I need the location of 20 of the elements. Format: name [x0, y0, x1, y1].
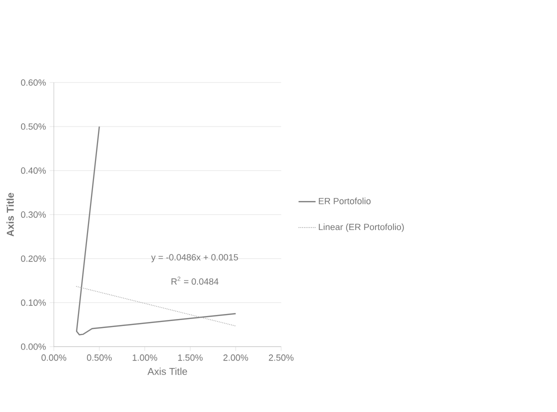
- x-axis-title: Axis Title: [148, 368, 188, 375]
- annotation: R$^{2}$ = 0.0484: [172, 276, 218, 285]
- legend-label: Linear (ER Portofolio): [318, 224, 404, 232]
- y-axis-title: Axis Title: [6, 192, 14, 236]
- y-tick-label: 0.30%: [21, 211, 46, 218]
- y-tick-label: 0.50%: [21, 123, 46, 130]
- y-tick-label: 0.60%: [21, 79, 46, 86]
- y-tick-label: 0.10%: [21, 300, 46, 306]
- x-tick-label: 0.00%: [41, 354, 66, 361]
- x-tick-label: 1.50%: [178, 354, 203, 361]
- x-tick-label: 1.00%: [132, 354, 158, 361]
- line-series: [76, 126, 236, 336]
- y-tick-label: 0.20%: [21, 256, 46, 262]
- y-tick-label: 0.00%: [21, 344, 46, 350]
- x-tick-label: 2.50%: [268, 354, 294, 361]
- x-tick-label: 2.00%: [223, 354, 248, 361]
- x-tick-label: 0.50%: [86, 354, 112, 361]
- annotation: y = -0.0486x + 0.0015: [151, 254, 238, 262]
- legend-label: ER Portofolio: [318, 198, 371, 204]
- y-tick-label: 0.40%: [21, 167, 46, 174]
